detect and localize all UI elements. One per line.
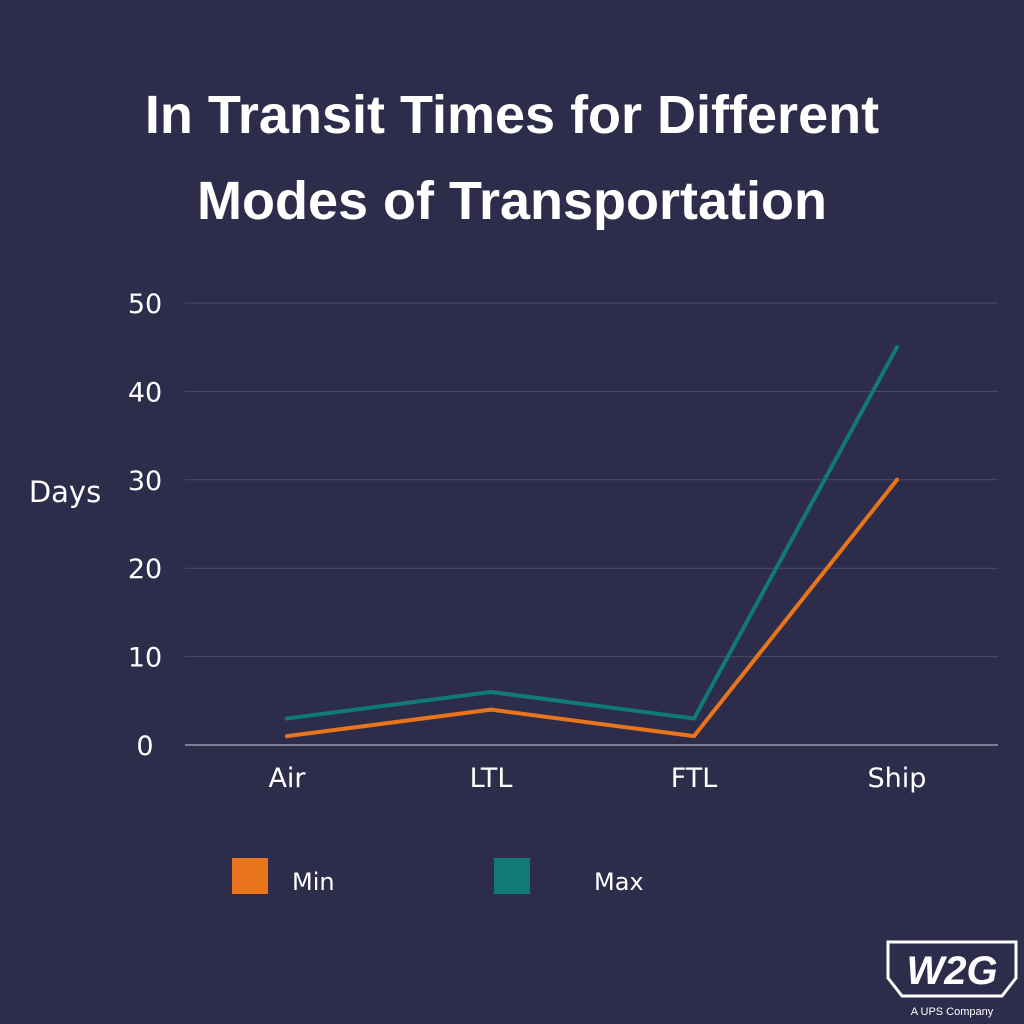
- x-tick-label: Air: [268, 763, 306, 794]
- legend-label-max: Max: [594, 868, 644, 896]
- legend-label-min: Min: [292, 868, 335, 896]
- y-tick-label: 20: [128, 554, 162, 585]
- series-line-max: [285, 345, 899, 721]
- y-tick-label: 30: [128, 466, 162, 497]
- x-tick-label: LTL: [470, 763, 513, 794]
- logo-tagline: A UPS Company: [911, 1006, 994, 1018]
- data-point-min: [692, 734, 696, 739]
- series-lines: [285, 345, 899, 739]
- legend-swatch-min: [232, 858, 268, 894]
- x-tick-label: FTL: [671, 763, 718, 794]
- chart-title-line-2: Modes of Transportation: [196, 171, 828, 231]
- y-tick-label: 0: [136, 731, 153, 762]
- data-point-max: [895, 345, 899, 350]
- series-line-min: [285, 477, 899, 739]
- y-tick-label: 40: [128, 377, 162, 408]
- chart-title-line-1: In Transit Times for Different: [144, 85, 880, 145]
- chart-title: In Transit Times for Different Modes of …: [0, 72, 1024, 244]
- data-point-min: [285, 734, 289, 739]
- legend-swatch-max: [494, 858, 530, 894]
- grid-lines: [185, 302, 998, 746]
- x-tick-label: Ship: [868, 763, 927, 794]
- data-point-min: [489, 707, 493, 712]
- y-tick-label: 50: [128, 289, 162, 320]
- w2g-logo: W2G A UPS Company: [886, 940, 1018, 1018]
- y-tick-label: 10: [128, 643, 162, 674]
- data-point-max: [692, 716, 696, 721]
- data-point-max: [285, 716, 289, 721]
- data-point-min: [895, 477, 899, 482]
- y-axis-label: Days: [29, 475, 101, 509]
- y-tick-labels: 0 10 20 30 40 50: [128, 289, 162, 762]
- x-tick-labels: Air LTL FTL Ship: [268, 763, 926, 794]
- logo-wordmark: W2G: [906, 949, 997, 993]
- legend: Min Max: [232, 858, 644, 896]
- data-point-max: [489, 689, 493, 694]
